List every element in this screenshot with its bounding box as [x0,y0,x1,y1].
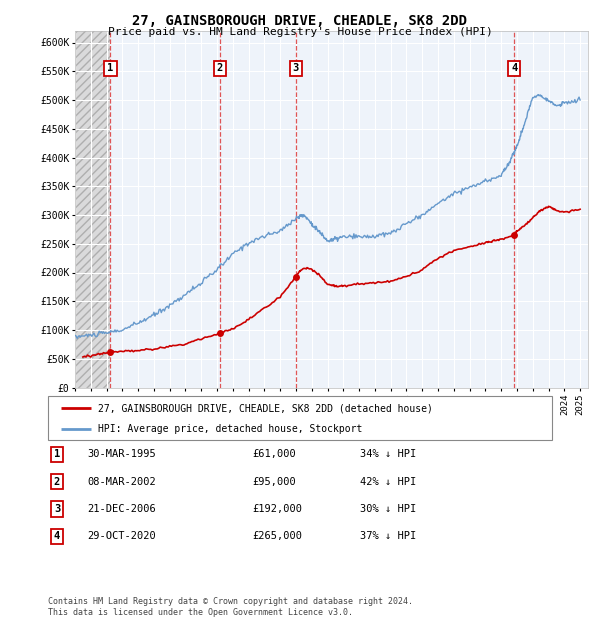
Text: 4: 4 [511,63,517,73]
Text: £265,000: £265,000 [252,531,302,541]
Text: 34% ↓ HPI: 34% ↓ HPI [360,450,416,459]
Text: 2: 2 [54,477,60,487]
Text: £192,000: £192,000 [252,504,302,514]
FancyBboxPatch shape [48,396,552,440]
Bar [75,31,110,388]
Text: 1: 1 [107,63,113,73]
Text: 1: 1 [54,450,60,459]
Text: 37% ↓ HPI: 37% ↓ HPI [360,531,416,541]
Text: Price paid vs. HM Land Registry's House Price Index (HPI): Price paid vs. HM Land Registry's House … [107,27,493,37]
Text: 27, GAINSBOROUGH DRIVE, CHEADLE, SK8 2DD (detached house): 27, GAINSBOROUGH DRIVE, CHEADLE, SK8 2DD… [98,403,433,413]
Text: £61,000: £61,000 [252,450,296,459]
Text: 42% ↓ HPI: 42% ↓ HPI [360,477,416,487]
Text: 4: 4 [54,531,60,541]
Text: 21-DEC-2006: 21-DEC-2006 [87,504,156,514]
Text: Contains HM Land Registry data © Crown copyright and database right 2024.
This d: Contains HM Land Registry data © Crown c… [48,598,413,617]
Text: 29-OCT-2020: 29-OCT-2020 [87,531,156,541]
Text: 08-MAR-2002: 08-MAR-2002 [87,477,156,487]
Text: 2: 2 [217,63,223,73]
Text: 27, GAINSBOROUGH DRIVE, CHEADLE, SK8 2DD: 27, GAINSBOROUGH DRIVE, CHEADLE, SK8 2DD [133,14,467,28]
Text: 3: 3 [292,63,299,73]
Text: 30% ↓ HPI: 30% ↓ HPI [360,504,416,514]
Text: £95,000: £95,000 [252,477,296,487]
Text: 3: 3 [54,504,60,514]
Text: 30-MAR-1995: 30-MAR-1995 [87,450,156,459]
Text: HPI: Average price, detached house, Stockport: HPI: Average price, detached house, Stoc… [98,424,363,434]
